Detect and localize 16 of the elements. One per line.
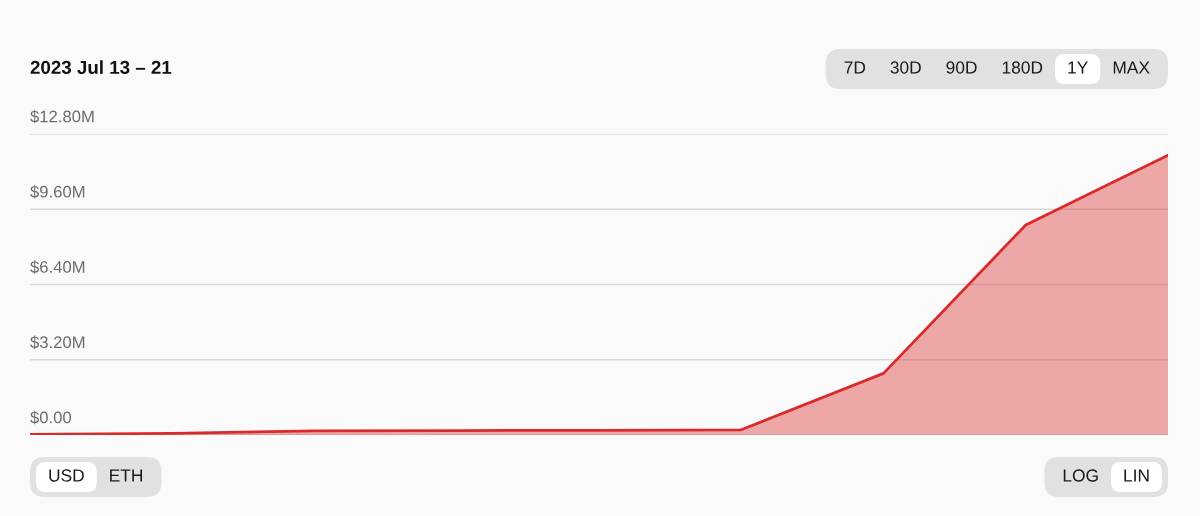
text: ETH: [110, 469, 143, 482]
text: MAX: [1113, 61, 1150, 74]
chart-title: 2023 Jul 13 – 21: [30, 60, 172, 75]
y-tick-label: $0.00: [30, 410, 72, 425]
text: 180D: [1002, 61, 1043, 74]
y-tick-label: $12.80M: [30, 109, 94, 124]
text: USD: [49, 469, 84, 482]
text: LIN: [1124, 469, 1149, 482]
y-tick-label: $9.60M: [30, 185, 85, 199]
y-tick-label: $6.40M: [30, 260, 85, 274]
text: 7D: [844, 61, 866, 74]
y-tick-label: $3.20M: [30, 335, 85, 350]
text: LOG: [1063, 469, 1098, 482]
text: 90D: [946, 61, 977, 74]
text: 1Y: [1068, 61, 1088, 74]
text: 30D: [890, 61, 921, 74]
